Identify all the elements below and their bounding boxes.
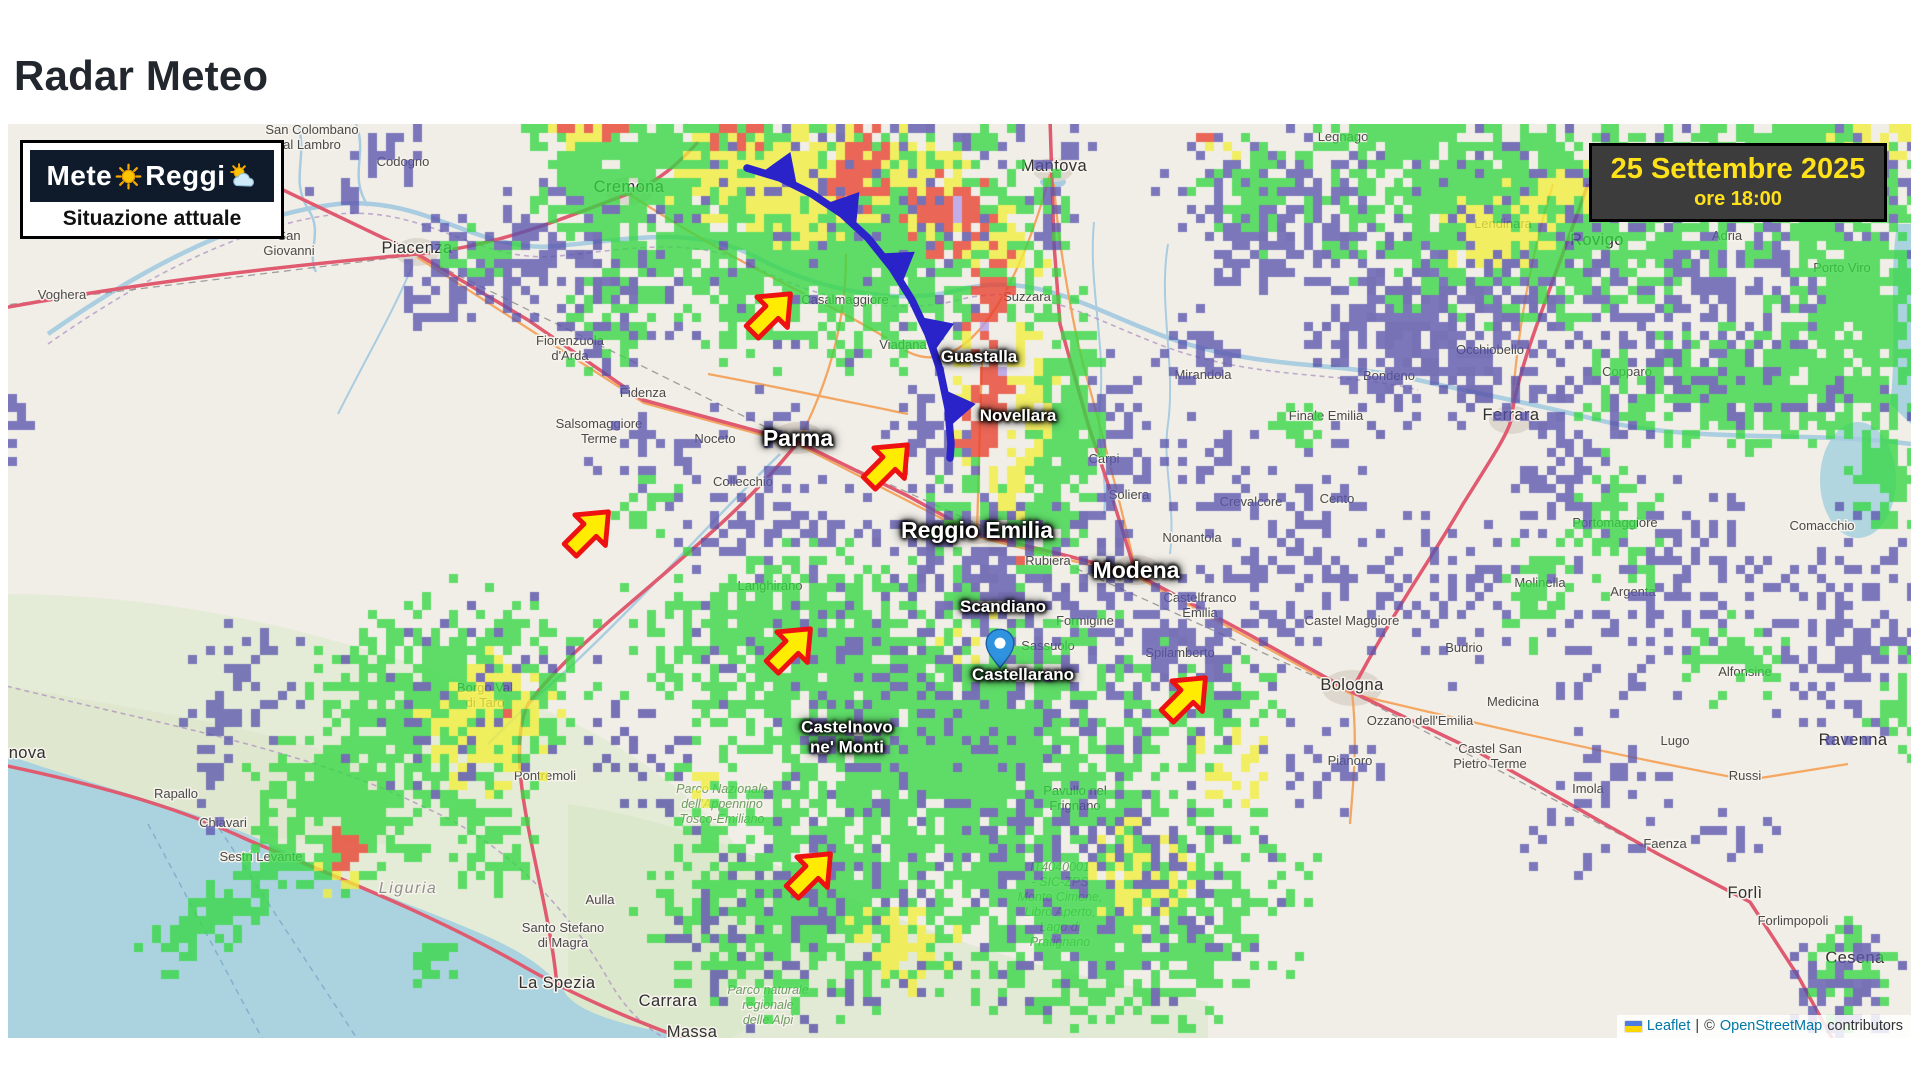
map-town-label: Adria — [1712, 228, 1743, 243]
brand-text-2: Reggi — [145, 160, 226, 191]
map-town-label: Sassuolo — [1021, 638, 1074, 653]
map-town-label: Ravenna — [1819, 731, 1888, 749]
map-town-label: Molinella — [1514, 575, 1566, 590]
map-town-label: Occhiobello — [1456, 342, 1524, 357]
map-town-label: Liguria — [379, 880, 438, 897]
map-town-label: Spilamberto — [1145, 645, 1214, 660]
brand-subtitle: Situazione attuale — [62, 207, 242, 230]
date-text: 25 Settembre 2025 — [1610, 153, 1866, 185]
map-town-label: Ozzano dell'Emilia — [1367, 713, 1474, 728]
datetime-box: 25 Settembre 2025 ore 18:00 — [1589, 143, 1887, 222]
map-town-label: Casalmaggiore — [801, 292, 888, 307]
map-town-label: Forlì — [1728, 884, 1763, 902]
map-town-label: Legnago — [1318, 129, 1369, 144]
map-town-label: Russi — [1729, 768, 1762, 783]
map-town-label: Lugo — [1661, 733, 1690, 748]
attribution-separator: | — [1695, 1018, 1700, 1034]
map-town-label: Imola — [1572, 781, 1605, 796]
map-attribution: Leaflet | © OpenStreetMap contributors — [1616, 1015, 1911, 1038]
attribution-suffix: contributors — [1827, 1018, 1903, 1034]
map-town-label: Mirandola — [1174, 367, 1232, 382]
map-town-label: Lendinara — [1474, 216, 1533, 231]
sun-icon — [115, 163, 142, 189]
map-town-label: Carpi — [1088, 451, 1119, 466]
leaflet-link[interactable]: Leaflet — [1646, 1018, 1691, 1034]
map-town-label: Finale Emilia — [1289, 408, 1364, 423]
map-town-label: Castel San Pietro Terme — [1453, 741, 1526, 771]
map-town-label: Bologna — [1320, 676, 1384, 694]
map-town-label: Ferrara — [1483, 406, 1540, 424]
map-town-label: Genova — [8, 744, 47, 762]
map-town-label: Comacchio — [1789, 518, 1854, 533]
map-town-label: Piacenza — [381, 239, 453, 257]
map-town-label: Formigine — [1056, 613, 1114, 628]
map-town-label: Crevalcore — [1220, 494, 1283, 509]
map-town-label: Chiavari — [199, 815, 247, 830]
map-town-label: Copparo — [1602, 364, 1652, 379]
map-town-label: Pianoro — [1328, 753, 1373, 768]
map-town-label: Porto Viro — [1813, 260, 1871, 275]
map-town-label: Cesena — [1825, 949, 1885, 967]
map-town-label: Langhirano — [737, 578, 802, 593]
brand-logo: Mete Reggi — [30, 150, 274, 202]
map-town-label: Collecchio — [713, 474, 773, 489]
map-town-label: Nonantola — [1162, 530, 1222, 545]
map-town-label: Medicina — [1487, 694, 1540, 709]
osm-link[interactable]: OpenStreetMap — [1719, 1018, 1823, 1034]
copyright-symbol: © — [1704, 1018, 1715, 1034]
map-town-label: Soliera — [1109, 487, 1150, 502]
map-town-label: Rapallo — [154, 786, 198, 801]
map-town-label: Castel Maggiore — [1305, 613, 1400, 628]
map-town-label: La Spezia — [519, 974, 596, 992]
map-town-label: IT4040001- SIC-ZPS Monte Cimone, Libro Ape… — [1018, 860, 1103, 949]
map-viewport[interactable]: San Colombano al Lambro Codogno Voghera San G… — [8, 124, 1911, 1038]
map-town-label: Argenta — [1610, 584, 1656, 599]
map-town-label: Alfonsine — [1718, 664, 1771, 679]
sun-behind-cloud-icon — [229, 162, 254, 187]
map-town-label: Carrara — [639, 992, 698, 1010]
map-town-label: Codogno — [377, 154, 430, 169]
map-town-label: Suzzara — [1003, 289, 1051, 304]
map-town-label: Rovigo — [1570, 231, 1624, 249]
map-town-label: Bondeno — [1363, 368, 1415, 383]
map-town-label: Sestri Levante — [219, 849, 302, 864]
brand-text-1: Mete — [46, 160, 113, 191]
map-town-label: Pavullo nel Frignano — [1043, 783, 1107, 813]
time-text: ore 18:00 — [1694, 188, 1782, 210]
map-town-label: Massa — [667, 1023, 718, 1038]
map-town-label: Cremona — [594, 178, 665, 196]
map-town-label: Portomaggiore — [1572, 515, 1657, 530]
map-town-label: Faenza — [1643, 836, 1687, 851]
map-town-label: Budrio — [1445, 640, 1483, 655]
page-title: Radar Meteo — [14, 52, 269, 100]
map-town-label: Noceto — [694, 431, 735, 446]
brand-box: Mete Reggi — [20, 140, 284, 239]
map-town-label: Cento — [1320, 491, 1355, 506]
map-town-label: Mantova — [1021, 157, 1088, 175]
ukraine-flag-icon — [1624, 1020, 1642, 1032]
map-town-label: Fidenza — [620, 385, 667, 400]
map-town-label: Aulla — [586, 892, 616, 907]
map-town-label: Voghera — [38, 287, 87, 302]
map-town-label: Pontremoli — [514, 768, 576, 783]
map-town-label: Forlimpopoli — [1758, 913, 1829, 928]
map-town-label: Viadana — [879, 337, 927, 352]
map-town-label: Parco Nazionale dell'Appennino Tosco-Emili… — [676, 782, 768, 826]
map-town-label: Rubiera — [1025, 553, 1071, 568]
